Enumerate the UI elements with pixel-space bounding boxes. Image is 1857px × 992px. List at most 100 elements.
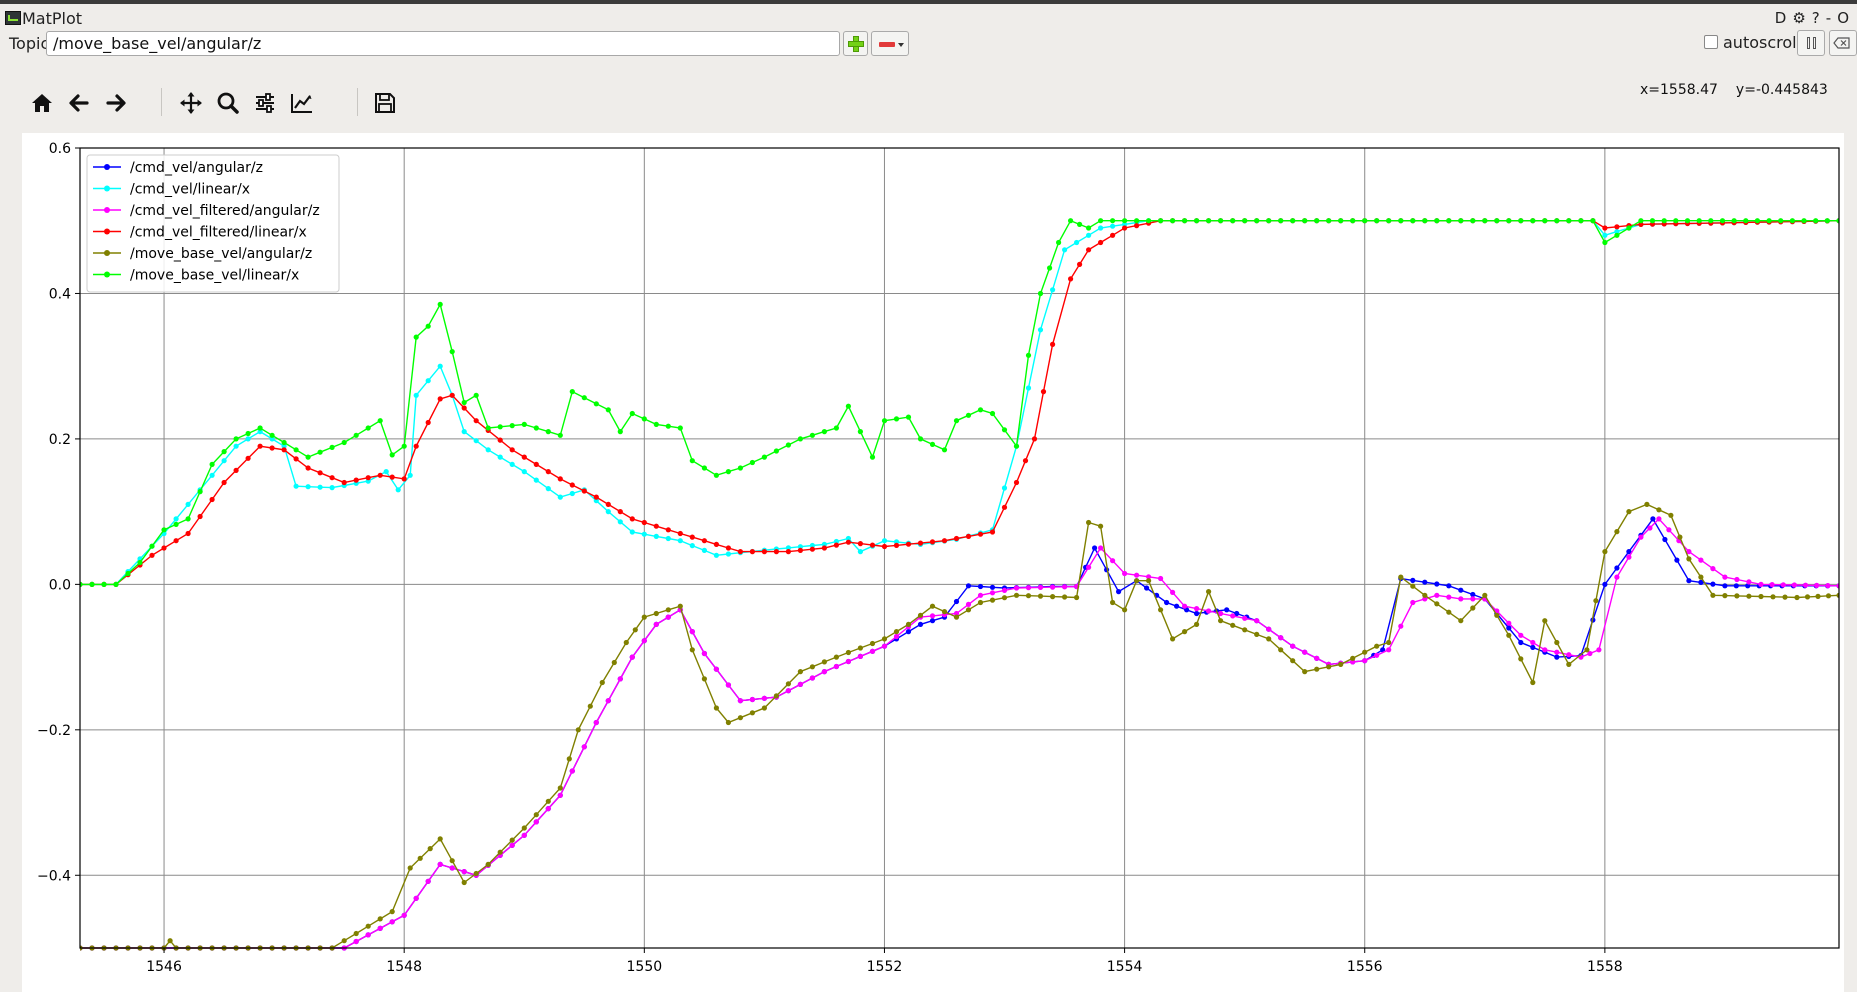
- data-point: [1110, 599, 1116, 606]
- help-icon[interactable]: ?: [1811, 9, 1820, 27]
- data-point: [749, 549, 756, 555]
- data-point: [1836, 218, 1839, 224]
- save-button[interactable]: [368, 86, 402, 120]
- data-point: [1614, 229, 1620, 235]
- data-point: [809, 542, 816, 549]
- data-point: [785, 545, 792, 551]
- legend-label: /move_base_vel/angular/z: [130, 246, 312, 262]
- data-point: [1278, 635, 1284, 641]
- series-line: [80, 517, 1839, 949]
- data-point: [1542, 218, 1548, 224]
- data-point: [1314, 218, 1320, 224]
- data-point: [1254, 618, 1260, 624]
- data-point: [365, 923, 371, 929]
- data-point: [1836, 583, 1839, 589]
- data-point: [1158, 607, 1164, 613]
- data-point: [365, 425, 371, 431]
- data-point: [533, 812, 539, 818]
- data-point: [1686, 549, 1692, 555]
- data-point: [665, 607, 671, 613]
- minimize-button[interactable]: -: [1825, 9, 1832, 27]
- data-point: [821, 545, 828, 551]
- data-point: [1596, 647, 1602, 653]
- data-point: [1710, 592, 1716, 598]
- minus-icon: [879, 42, 895, 47]
- configure-subplots-button[interactable]: [248, 86, 282, 120]
- data-point: [1593, 598, 1599, 604]
- data-point: [377, 472, 383, 478]
- edit-axis-button[interactable]: [285, 86, 319, 120]
- data-point: [1398, 574, 1404, 580]
- data-point: [1677, 534, 1683, 540]
- data-point: [797, 681, 804, 688]
- data-point: [1587, 650, 1593, 657]
- data-point: [1206, 608, 1212, 614]
- home-button[interactable]: [25, 86, 59, 120]
- data-point: [173, 538, 179, 544]
- pause-icon-bar: [1813, 37, 1816, 49]
- data-point: [1182, 629, 1188, 635]
- data-point: [1638, 534, 1644, 540]
- data-point: [845, 649, 852, 656]
- data-point: [1074, 239, 1080, 246]
- data-point: [1098, 545, 1104, 551]
- data-point: [1013, 585, 1020, 591]
- data-point: [1224, 607, 1230, 613]
- close-button[interactable]: O: [1837, 9, 1849, 27]
- data-point: [1374, 218, 1380, 224]
- pan-button[interactable]: [174, 86, 208, 120]
- data-point: [329, 444, 335, 450]
- data-point: [1470, 218, 1476, 224]
- data-point: [845, 535, 852, 542]
- window-controls: D ⚙ ? - O: [1775, 9, 1849, 27]
- data-point: [881, 643, 888, 649]
- data-point: [725, 719, 732, 726]
- autoscroll-checkbox[interactable]: [1704, 35, 1718, 49]
- clear-button[interactable]: [1829, 30, 1857, 56]
- data-point: [785, 549, 792, 555]
- data-point: [407, 472, 413, 478]
- back-button[interactable]: [62, 86, 96, 120]
- pause-button[interactable]: [1797, 30, 1825, 56]
- remove-topic-button[interactable]: [871, 31, 909, 56]
- data-point: [413, 334, 419, 340]
- data-point: [557, 785, 563, 791]
- data-point: [209, 472, 215, 478]
- data-point: [533, 819, 539, 825]
- data-point: [1446, 609, 1452, 615]
- gear-icon[interactable]: ⚙: [1792, 9, 1806, 27]
- data-point: [473, 870, 479, 877]
- data-point: [1614, 224, 1620, 230]
- data-point: [761, 695, 768, 701]
- add-topic-button[interactable]: [843, 31, 868, 56]
- line-chart[interactable]: 1546 1548 1550 1552 1554 1556 1558 −0.4 −0.2 0.0 0…: [22, 133, 1844, 992]
- data-point: [1031, 436, 1038, 442]
- data-point: [593, 401, 599, 407]
- back-arrow-icon: [69, 94, 89, 112]
- plot-canvas[interactable]: 1546 1548 1550 1552 1554 1556 1558 −0.4 −0.2 0.0 0…: [22, 133, 1844, 992]
- data-point: [761, 549, 768, 555]
- data-point: [1230, 613, 1236, 619]
- topic-input[interactable]: [46, 31, 840, 56]
- data-point: [833, 542, 840, 548]
- data-point: [1566, 652, 1572, 658]
- data-point: [1314, 666, 1320, 672]
- data-point: [1674, 557, 1680, 563]
- forward-button[interactable]: [99, 86, 133, 120]
- data-point: [809, 432, 816, 438]
- data-point: [629, 516, 635, 522]
- data-point: [1086, 247, 1092, 253]
- data-point: [161, 527, 167, 533]
- data-point: [1686, 578, 1692, 584]
- data-point: [881, 636, 888, 642]
- data-point: [1380, 647, 1386, 653]
- zoom-button[interactable]: [211, 86, 245, 120]
- y-tick-label: 0.2: [49, 432, 71, 448]
- data-point: [881, 538, 888, 544]
- series-line: [80, 219, 1839, 586]
- data-point: [905, 414, 912, 420]
- dock-button[interactable]: D: [1774, 9, 1787, 27]
- data-point: [1578, 218, 1584, 224]
- data-point: [1602, 232, 1608, 238]
- data-point: [1602, 239, 1608, 246]
